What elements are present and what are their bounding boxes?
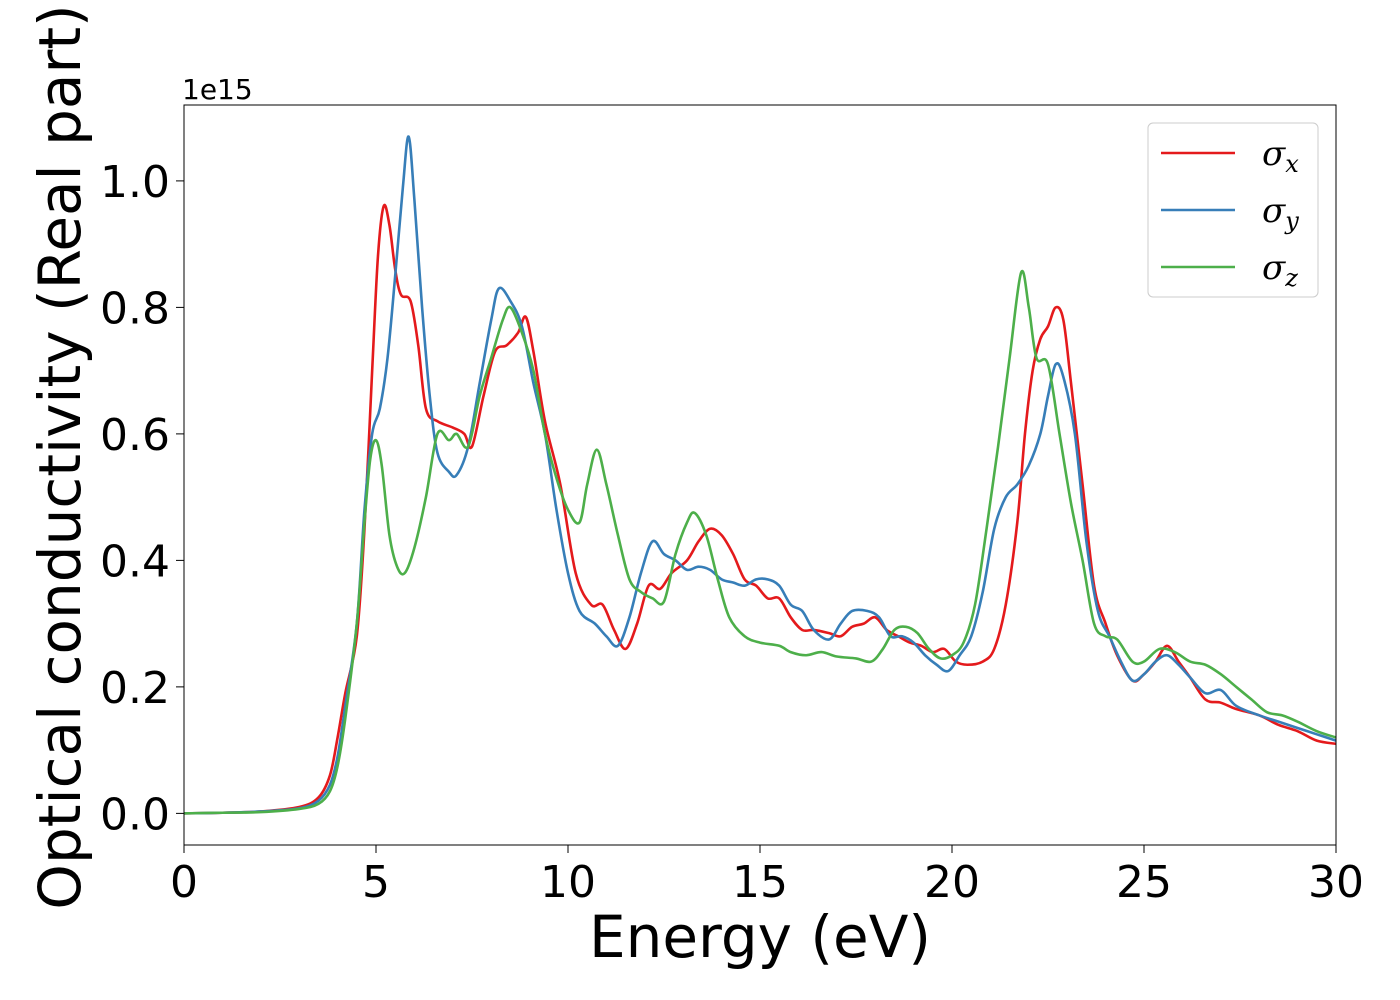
y-tick-label: 0.0 <box>100 789 170 840</box>
x-tick-label: 0 <box>170 857 198 908</box>
x-tick-label: 10 <box>540 857 596 908</box>
legend-label-sigma-y: σy <box>1262 191 1299 235</box>
legend-symbol: σ <box>1262 248 1286 288</box>
series-line-sigma-z <box>184 269 1336 815</box>
x-axis-title: Energy (eV) <box>589 903 931 971</box>
y-tick-label: 0.8 <box>100 283 170 334</box>
x-tick-label: 25 <box>1116 857 1172 908</box>
legend-symbol: σ <box>1262 191 1286 231</box>
x-tick-label: 5 <box>362 857 390 908</box>
legend-subscript: x <box>1285 150 1299 178</box>
legend-subscript: z <box>1284 264 1298 292</box>
y-axis-title: Optical conductivity (Real part) <box>26 4 94 909</box>
series-line-sigma-y <box>184 135 1336 815</box>
y-tick-label: 0.2 <box>100 663 170 714</box>
y-offset-label: 1e15 <box>182 73 253 106</box>
x-axis: 0 5 10 15 20 25 30 <box>170 845 1364 908</box>
x-tick-label: 20 <box>924 857 980 908</box>
legend-label-sigma-x: σx <box>1262 134 1299 178</box>
y-tick-label: 0.6 <box>100 410 170 461</box>
y-axis: 0.0 0.2 0.4 0.6 0.8 1.0 <box>100 157 184 840</box>
y-tick-label: 0.4 <box>100 536 170 587</box>
series-layer <box>184 135 1336 815</box>
legend-label-sigma-z: σz <box>1262 248 1298 292</box>
x-tick-label: 30 <box>1308 857 1364 908</box>
legend-symbol: σ <box>1262 134 1286 174</box>
y-tick-label: 1.0 <box>100 157 170 208</box>
legend-subscript: y <box>1284 207 1299 235</box>
x-tick-label: 15 <box>732 857 788 908</box>
